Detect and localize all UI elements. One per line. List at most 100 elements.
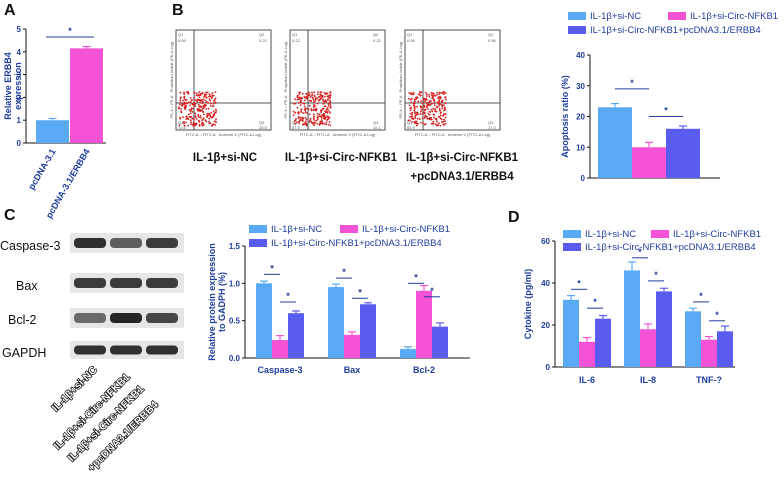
y-tick-label: 0 [546, 363, 551, 372]
flow-event-dot [432, 92, 435, 95]
chart-b: 0 10 20 30 40 Apoptosis ratio (%) * * IL-1β+si-N… [560, 11, 778, 183]
flow-event-dot [188, 101, 190, 104]
flow-event-dot [407, 97, 410, 100]
flow-event-dot [412, 104, 415, 107]
bar [272, 340, 288, 358]
flow-event-dot [205, 96, 208, 99]
legend-label: IL-1β+si-Circ-NFKB1+pcDNA3.1/ERBB4 [585, 242, 756, 253]
chart-a: 0 1 2 3 4 5 Relative ERBB4expression * pcDNA-3.1… [3, 25, 106, 220]
flow-event-dot [299, 104, 302, 106]
flow-event-dot [200, 123, 203, 125]
legend-label: IL-1β+si-NC [271, 224, 322, 235]
flow-event-dot [442, 104, 445, 106]
flow-event-dot [210, 105, 212, 107]
flow-event-dot [430, 108, 433, 111]
flow-event-dot [189, 110, 192, 113]
flow-event-dot [179, 99, 182, 102]
flow-event-dot [214, 97, 217, 100]
flow-event-dot [307, 108, 310, 111]
quadrant-value: 0.22 [259, 38, 268, 43]
flow-event-dot [189, 104, 192, 107]
flow-event-dot [429, 103, 432, 106]
flow-event-dot [211, 94, 214, 97]
flow-event-dot [212, 110, 215, 113]
flow-event-dot [199, 115, 202, 117]
flow-event-dot [438, 91, 441, 94]
flow-event-dot [309, 119, 311, 122]
flow-event-dot [199, 101, 202, 104]
flow-event-dot [195, 99, 198, 102]
flow-event-dot [423, 101, 426, 104]
flow-event-dot [428, 114, 431, 116]
flow-event-dot [313, 108, 316, 111]
flow-event-dot [194, 124, 197, 127]
flow-caption-1: IL-1β+si-NC [193, 152, 257, 164]
bar [288, 313, 304, 358]
flow-event-dot [300, 101, 302, 103]
flow-event-dot [328, 117, 330, 119]
flow-event-dot [321, 94, 324, 97]
flow-event-dot [415, 124, 418, 127]
flow-event-dot [415, 122, 418, 125]
flow-event-dot [428, 100, 431, 103]
flow-event-dot [436, 93, 438, 96]
legend-swatch [563, 243, 581, 251]
legend-swatch [668, 12, 686, 20]
flow-event-dot [413, 109, 416, 111]
significance-star: * [342, 267, 346, 277]
flow-event-dot [209, 95, 212, 98]
flow-event-dot [430, 91, 433, 94]
flow-event-dot [310, 109, 313, 112]
flow-event-dot [436, 101, 439, 104]
flow-event-dot [190, 108, 193, 111]
flow-event-dot [296, 121, 298, 123]
blot-band [110, 313, 142, 323]
flow-event-dot [324, 116, 326, 118]
flow-event-dot [441, 107, 443, 110]
flow-event-dot [197, 114, 200, 117]
significance-star: * [593, 297, 597, 307]
flow-event-dot [215, 121, 217, 124]
flow-event-dot [187, 124, 190, 127]
legend-label: IL-1β+si-Circ-NFKB1 [362, 224, 450, 235]
flow-event-dot [412, 102, 415, 105]
flow-event-dot [308, 113, 311, 116]
legend-swatch [568, 26, 586, 34]
flow-event-dot [183, 98, 186, 101]
flow-event-dot [194, 99, 197, 101]
significance-star: * [638, 247, 642, 257]
flow-event-dot [433, 94, 436, 97]
flow-y-axis-label: PE-A :: PE-A · Propidium Iodide (PE-A Lo… [283, 41, 288, 119]
flow-event-dot [214, 111, 217, 114]
flow-event-dot [302, 123, 305, 125]
flow-event-dot [426, 95, 428, 98]
bar [701, 339, 717, 367]
flow-event-dot [182, 116, 184, 119]
bar [70, 48, 103, 143]
flow-event-dot [309, 96, 312, 98]
quadrant-value: 81.9 [407, 125, 416, 130]
flow-event-dot [321, 122, 323, 125]
flow-event-dot [301, 92, 304, 95]
flow-event-dot [409, 115, 412, 118]
flow-event-dot [322, 98, 324, 101]
flow-event-dot [199, 92, 202, 95]
flow-event-dot [198, 99, 201, 102]
quadrant-label: Q1 [292, 32, 298, 37]
flow-y-axis-label: PE-A :: PE-A · Propidium Iodide (PE-A Lo… [398, 41, 403, 119]
flow-event-dot [297, 112, 300, 115]
y-tick-label: 1 [17, 116, 22, 125]
bar [632, 147, 666, 178]
quadrant-value: 0.56 [488, 38, 497, 43]
flow-event-dot [321, 96, 324, 99]
flow-event-dot [303, 105, 306, 108]
flow-event-dot [208, 93, 211, 96]
flow-event-dot [311, 93, 314, 96]
flow-event-dot [296, 98, 299, 101]
flow-event-dot [180, 108, 183, 110]
flow-event-dot [299, 118, 302, 121]
flow-event-dot [328, 96, 331, 98]
flow-event-dot [190, 115, 193, 118]
quadrant-value: 17.4 [488, 125, 497, 130]
